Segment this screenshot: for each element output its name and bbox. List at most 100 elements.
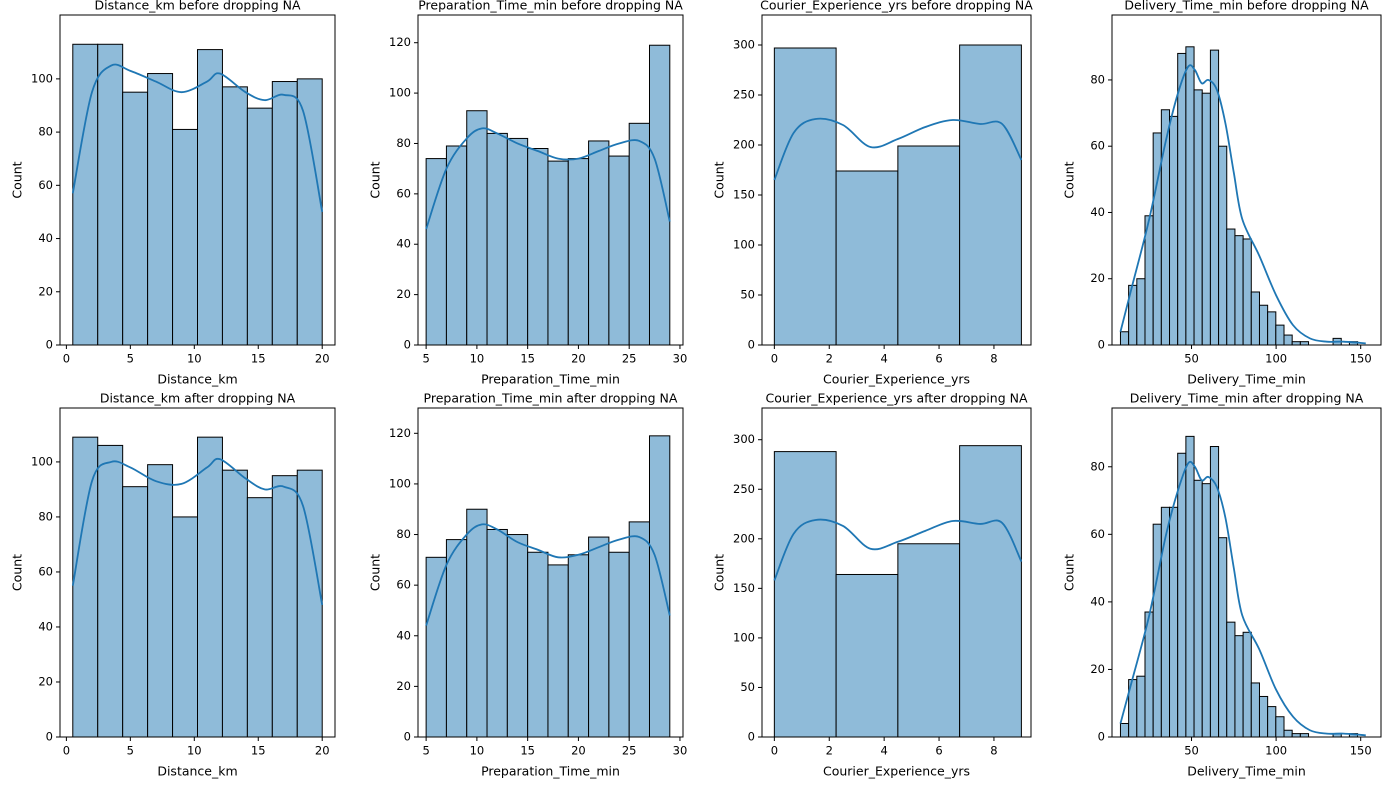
- x-tick-label: 25: [622, 744, 637, 758]
- x-axis-label: Delivery_Time_min: [1187, 764, 1306, 779]
- x-tick-label: 0: [63, 352, 70, 366]
- kde-line: [1119, 460, 1366, 737]
- y-tick-label: 60: [396, 186, 411, 200]
- bar: [897, 145, 961, 346]
- bar: [547, 564, 569, 738]
- bar: [1119, 331, 1130, 346]
- bar: [1177, 52, 1187, 346]
- y-tick-label: 80: [396, 527, 411, 541]
- bar: [1226, 621, 1236, 738]
- axes-frame: [1111, 14, 1382, 346]
- y-tick-label: 100: [733, 630, 755, 644]
- bar: [1218, 145, 1228, 346]
- y-tick-label: 80: [38, 125, 53, 139]
- kde-line: [773, 117, 1023, 181]
- y-tick-label: 100: [31, 454, 53, 468]
- bar: [1193, 479, 1203, 738]
- y-tick-label: 300: [733, 432, 755, 446]
- bar: [147, 73, 174, 346]
- bar: [97, 43, 124, 346]
- bar: [608, 551, 630, 738]
- subplot-title: Courier_Experience_yrs after dropping NA: [765, 391, 1027, 406]
- y-tick-label: 40: [38, 231, 53, 245]
- y-tick-label: 80: [1090, 72, 1105, 86]
- bar: [648, 435, 671, 738]
- y-tick-label: 0: [1098, 730, 1105, 744]
- y-tick-label: 80: [396, 136, 411, 150]
- bar: [1201, 92, 1211, 346]
- bar: [246, 497, 273, 738]
- bar: [1185, 435, 1195, 738]
- bar: [172, 128, 198, 346]
- bar: [271, 81, 298, 346]
- kde-line: [1119, 64, 1366, 345]
- x-tick-label: 4: [880, 744, 887, 758]
- bar: [72, 43, 99, 346]
- bar: [1275, 324, 1285, 346]
- bar: [197, 436, 223, 738]
- bar: [296, 78, 323, 346]
- bar: [122, 486, 149, 738]
- y-tick-label: 20: [396, 679, 411, 693]
- x-tick-label: 30: [673, 744, 688, 758]
- axes-frame: [59, 407, 336, 738]
- y-tick-label: 40: [38, 619, 53, 633]
- y-axis-label: Count: [10, 161, 25, 198]
- y-tick-label: 0: [748, 730, 755, 744]
- subplot-title: Delivery_Time_min after dropping NA: [1130, 391, 1364, 406]
- bar: [506, 137, 529, 346]
- x-tick-label: 50: [1184, 352, 1199, 366]
- y-tick-label: 20: [1090, 662, 1105, 676]
- bar: [628, 122, 650, 346]
- x-tick-label: 0: [63, 744, 70, 758]
- x-axis-label: Delivery_Time_min: [1187, 372, 1306, 387]
- kde-line: [71, 457, 324, 606]
- y-tick-label: 40: [396, 628, 411, 642]
- bar: [1136, 675, 1146, 738]
- bar: [1177, 452, 1187, 738]
- x-tick-label: 0: [771, 352, 778, 366]
- bar: [1218, 537, 1228, 738]
- axes-frame: [417, 407, 684, 738]
- y-tick-label: 50: [740, 680, 755, 694]
- subplot-title: Distance_km after dropping NA: [100, 391, 296, 406]
- bar: [588, 140, 610, 346]
- bar: [466, 508, 488, 738]
- y-tick-label: 120: [389, 35, 411, 49]
- bar: [567, 554, 590, 738]
- bar: [527, 551, 549, 738]
- bar: [1136, 278, 1146, 346]
- y-axis-label: Count: [1062, 161, 1077, 198]
- bar: [1234, 635, 1244, 738]
- x-tick-label: 0: [771, 744, 778, 758]
- bar: [486, 132, 508, 346]
- x-tick-label: 25: [622, 352, 637, 366]
- x-tick-label: 15: [251, 744, 266, 758]
- bar: [1299, 733, 1310, 738]
- y-tick-label: 60: [38, 564, 53, 578]
- axes-frame: [417, 14, 684, 346]
- bar: [1242, 238, 1252, 346]
- y-axis-label: Count: [10, 554, 25, 591]
- y-tick-label: 100: [31, 71, 53, 85]
- bar: [773, 451, 837, 738]
- x-tick-label: 10: [187, 352, 202, 366]
- bar: [147, 464, 174, 738]
- y-axis-label: Count: [1062, 554, 1077, 591]
- x-tick-label: 150: [1350, 744, 1372, 758]
- bar: [122, 91, 149, 346]
- y-tick-label: 60: [396, 578, 411, 592]
- x-tick-label: 5: [422, 744, 429, 758]
- x-tick-label: 6: [935, 352, 942, 366]
- bar: [547, 160, 569, 346]
- x-tick-label: 20: [571, 352, 586, 366]
- x-tick-label: 30: [673, 352, 688, 366]
- bar: [608, 155, 630, 346]
- x-tick-label: 10: [470, 352, 485, 366]
- subplot: 0 20 40 60 80 50 100 150 Delivery_Time_min after…: [1062, 391, 1382, 779]
- bar: [425, 158, 447, 346]
- bar: [1275, 716, 1285, 738]
- axes-frame: [1111, 407, 1382, 738]
- subplot: 0 20 40 60 80 100 120 5 10 15 20 25 30 Preparation_Ti…: [368, 391, 688, 779]
- x-tick-label: 50: [1184, 744, 1199, 758]
